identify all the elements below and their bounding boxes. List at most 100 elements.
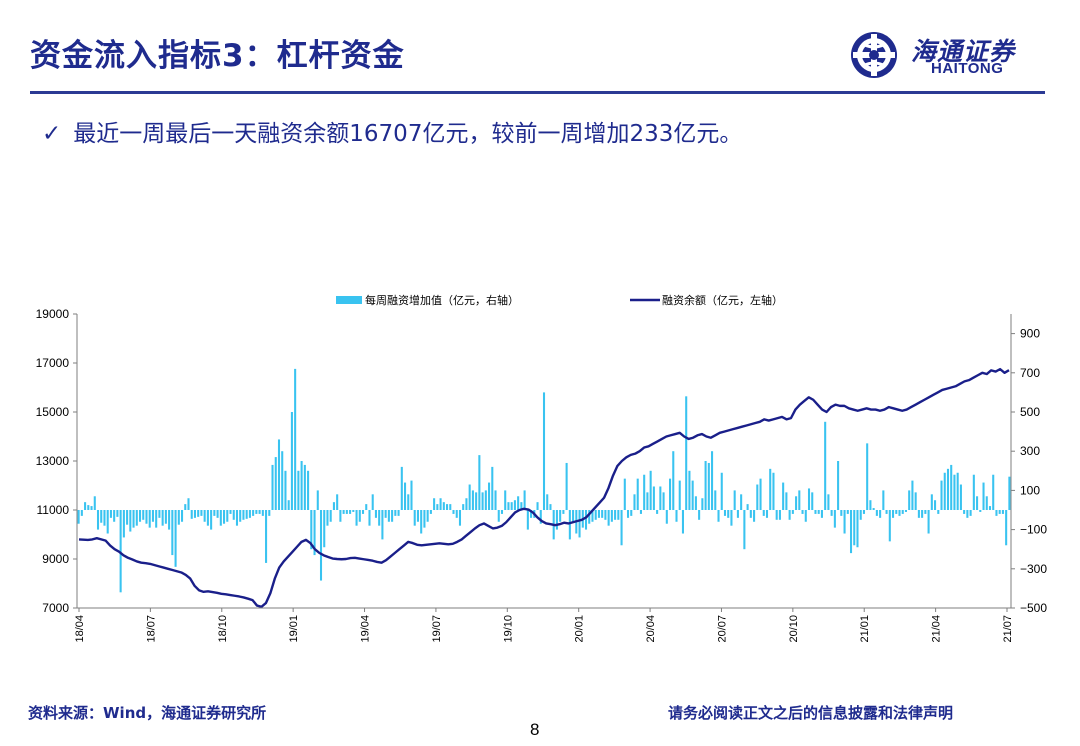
weekly-increase-bar bbox=[471, 490, 474, 510]
weekly-increase-bar bbox=[245, 510, 248, 519]
right-axis-tick-label: −300 bbox=[1020, 562, 1047, 576]
weekly-increase-bar bbox=[517, 496, 520, 510]
weekly-increase-bar bbox=[462, 504, 465, 510]
weekly-increase-bar bbox=[753, 510, 756, 522]
weekly-increase-bar bbox=[959, 484, 962, 510]
right-axis-tick-label: 300 bbox=[1020, 444, 1040, 458]
right-axis-tick-label: 700 bbox=[1020, 366, 1040, 380]
weekly-increase-bar bbox=[769, 468, 772, 510]
weekly-increase-bar bbox=[478, 455, 481, 510]
weekly-increase-bar bbox=[707, 462, 710, 510]
weekly-increase-bar bbox=[507, 502, 510, 510]
slide-title: 资金流入指标3：杠杆资金 bbox=[30, 38, 405, 74]
weekly-increase-bar bbox=[636, 478, 639, 510]
weekly-increase-bar bbox=[795, 496, 798, 510]
weekly-increase-bar bbox=[93, 496, 96, 510]
weekly-increase-bar bbox=[898, 510, 901, 516]
haitong-logo-icon bbox=[851, 32, 897, 78]
weekly-increase-bar bbox=[213, 510, 216, 516]
weekly-increase-bar bbox=[452, 510, 455, 514]
weekly-increase-bar bbox=[433, 498, 436, 510]
weekly-increase-bar bbox=[132, 510, 135, 528]
weekly-increase-bar bbox=[103, 510, 106, 526]
weekly-increase-bar bbox=[756, 484, 759, 510]
weekly-increase-bar bbox=[90, 506, 93, 510]
weekly-increase-bar bbox=[187, 498, 190, 510]
weekly-increase-bar bbox=[135, 510, 138, 526]
weekly-increase-bar bbox=[465, 498, 468, 510]
weekly-increase-bar bbox=[691, 480, 694, 510]
weekly-increase-bar bbox=[410, 480, 413, 510]
weekly-increase-bar bbox=[604, 510, 607, 520]
weekly-increase-bar bbox=[142, 510, 145, 520]
weekly-increase-bar bbox=[869, 500, 872, 510]
weekly-increase-bar bbox=[294, 368, 297, 510]
weekly-increase-bar bbox=[119, 510, 122, 593]
weekly-increase-bar bbox=[442, 502, 445, 510]
weekly-increase-bar bbox=[381, 510, 384, 540]
weekly-increase-bar bbox=[782, 482, 785, 510]
weekly-increase-bar bbox=[814, 510, 817, 514]
weekly-increase-bar bbox=[400, 466, 403, 510]
weekly-increase-bar bbox=[326, 510, 329, 526]
weekly-increase-bar bbox=[355, 510, 358, 526]
weekly-increase-bar bbox=[656, 510, 659, 514]
weekly-increase-bar bbox=[775, 510, 778, 520]
weekly-increase-bar bbox=[908, 490, 911, 510]
weekly-increase-bar bbox=[420, 510, 423, 534]
left-axis-tick-label: 9000 bbox=[42, 552, 69, 566]
weekly-increase-bar bbox=[746, 504, 749, 510]
weekly-increase-bar bbox=[397, 510, 400, 516]
data-source-note: 资料来源：Wind，海通证券研究所 bbox=[28, 704, 267, 722]
weekly-increase-bar bbox=[924, 510, 927, 514]
weekly-increase-bar bbox=[833, 510, 836, 528]
weekly-increase-bar bbox=[681, 510, 684, 534]
weekly-increase-bar bbox=[856, 510, 859, 548]
weekly-increase-bar bbox=[148, 510, 151, 528]
left-axis-tick-label: 19000 bbox=[36, 307, 70, 321]
weekly-increase-bar bbox=[565, 462, 568, 510]
weekly-increase-bar bbox=[562, 510, 565, 514]
weekly-increase-bar bbox=[727, 510, 730, 518]
logo-chinese-name: 海通证券 bbox=[911, 37, 1016, 66]
weekly-increase-bar bbox=[271, 464, 274, 510]
weekly-increase-bar bbox=[620, 510, 623, 546]
weekly-increase-bar bbox=[229, 510, 232, 514]
weekly-increase-bar bbox=[151, 510, 154, 522]
weekly-increase-bar bbox=[901, 510, 904, 514]
weekly-increase-bar bbox=[394, 510, 397, 516]
weekly-increase-bar bbox=[223, 510, 226, 524]
weekly-increase-bar bbox=[161, 510, 164, 526]
weekly-increase-bar bbox=[940, 480, 943, 510]
right-axis-tick-label: 500 bbox=[1020, 405, 1040, 419]
x-axis-tick-label: 20/07 bbox=[716, 615, 728, 643]
weekly-increase-bar bbox=[820, 510, 823, 518]
weekly-increase-bar bbox=[235, 510, 239, 526]
weekly-increase-bar bbox=[164, 510, 167, 524]
logo-english-name: HAITONG bbox=[931, 60, 1004, 77]
weekly-increase-bar bbox=[555, 510, 558, 530]
weekly-increase-bar bbox=[449, 504, 452, 510]
weekly-increase-bar bbox=[239, 510, 242, 522]
weekly-increase-bar bbox=[174, 510, 177, 567]
weekly-increase-bar bbox=[827, 494, 830, 510]
weekly-increase-bar bbox=[287, 500, 290, 510]
weekly-increase-bar bbox=[200, 510, 203, 516]
weekly-increase-bar bbox=[830, 510, 833, 516]
left-axis-tick-label: 11000 bbox=[37, 503, 70, 517]
weekly-increase-bar bbox=[546, 494, 549, 510]
weekly-increase-bar bbox=[788, 510, 791, 520]
weekly-increase-bar bbox=[129, 510, 132, 532]
weekly-increase-bar bbox=[523, 490, 526, 510]
key-point-bullet: ✓ 最近一周最后一天融资余额16707亿元，较前一周增加233亿元。 bbox=[42, 114, 742, 148]
weekly-increase-bar bbox=[297, 470, 300, 510]
weekly-increase-bar bbox=[685, 396, 688, 510]
left-axis-tick-label: 17000 bbox=[36, 356, 70, 370]
weekly-increase-bar bbox=[895, 510, 898, 514]
weekly-increase-bar bbox=[652, 486, 655, 510]
weekly-increase-bar bbox=[762, 510, 765, 516]
weekly-increase-bar bbox=[888, 510, 891, 542]
weekly-increase-bar bbox=[559, 510, 562, 522]
weekly-increase-bar bbox=[145, 510, 148, 524]
weekly-increase-bar bbox=[109, 510, 112, 518]
